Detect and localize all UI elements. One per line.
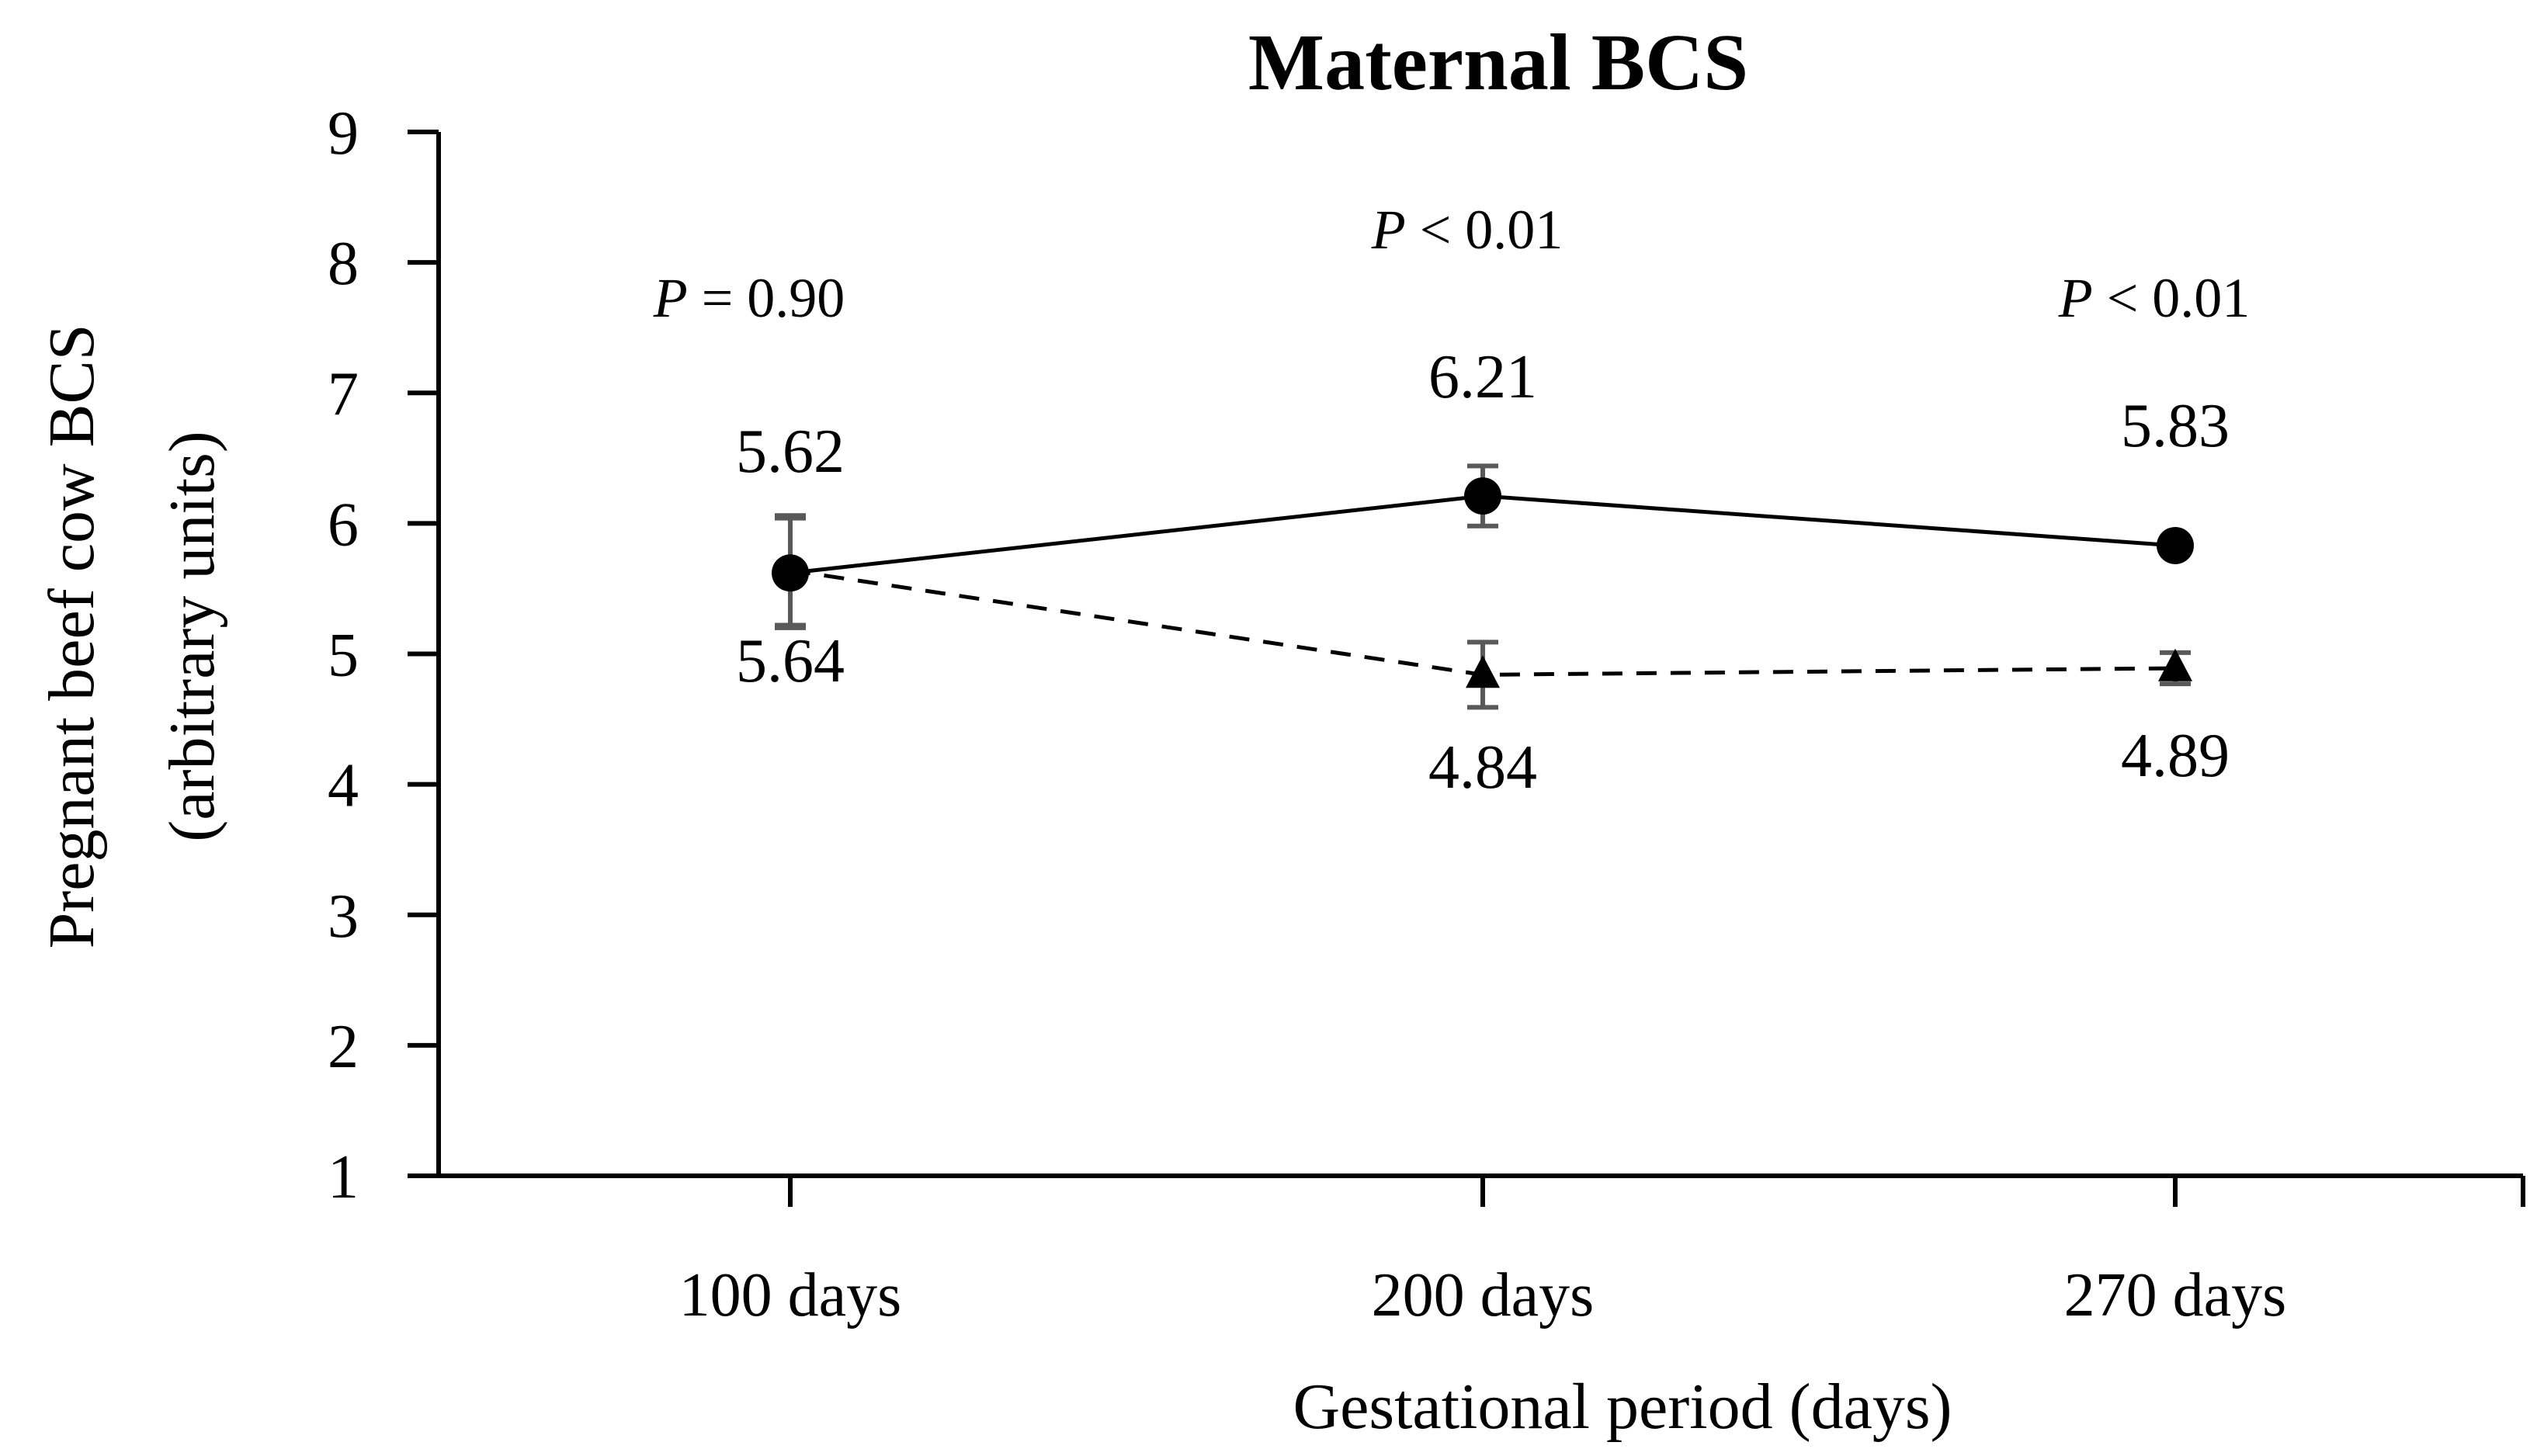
- chart-title: Maternal BCS: [1248, 18, 1748, 107]
- markers: [772, 477, 2194, 688]
- y-tick-label: 1: [328, 1143, 359, 1212]
- y-tick-label: 3: [328, 882, 359, 951]
- data-labels: 5.62 6.21 5.83 5.64 4.84 4.89: [736, 343, 2230, 802]
- y-axis-label: Pregnant beef cow BCS (arbitrary units): [36, 324, 228, 949]
- x-tick-label: 100 days: [679, 1261, 902, 1329]
- p-value-labels: P = 0.90P < 0.01P < 0.01: [653, 199, 2251, 329]
- p-value-text: < 0.01: [2093, 267, 2251, 329]
- data-label: 6.21: [1428, 343, 1537, 411]
- y-tick-label: 7: [328, 360, 359, 428]
- y-axis-label-line2: (arbitrary units): [156, 431, 228, 841]
- p-value-label: P < 0.01: [1371, 199, 1564, 261]
- data-label: 4.89: [2121, 722, 2230, 790]
- x-axis-label: Gestational period (days): [1293, 1371, 1952, 1443]
- data-point-circle: [1464, 477, 1501, 515]
- data-point-circle: [2157, 526, 2194, 564]
- y-tick-label: 6: [328, 491, 359, 559]
- y-tick-label: 2: [328, 1013, 359, 1081]
- data-label: 4.84: [1428, 733, 1537, 802]
- data-point-triangle: [2158, 648, 2192, 681]
- y-tick-label: 5: [328, 622, 359, 690]
- data-label: 5.64: [736, 627, 845, 695]
- y-tick-label: 4: [328, 752, 359, 820]
- y-tick-label: 9: [328, 99, 359, 168]
- p-symbol: P: [1371, 199, 1406, 261]
- data-point-circle: [772, 554, 809, 592]
- x-tick-label: 270 days: [2064, 1261, 2287, 1329]
- data-label: 5.62: [736, 418, 845, 486]
- y-tick-label: 8: [328, 230, 359, 298]
- x-tick-label: 200 days: [1372, 1261, 1595, 1329]
- p-value-label: P = 0.90: [653, 267, 845, 329]
- y-ticks: 1 2 3 4 5 6 7 8 9: [328, 99, 439, 1212]
- data-label: 5.83: [2121, 392, 2230, 460]
- y-axis-label-line1: Pregnant beef cow BCS: [36, 324, 108, 949]
- p-symbol: P: [2058, 267, 2093, 329]
- p-value-text: = 0.90: [688, 267, 845, 329]
- p-value-text: < 0.01: [1406, 199, 1564, 261]
- data-point-triangle: [1466, 655, 1500, 688]
- p-symbol: P: [653, 267, 688, 329]
- x-ticks: 100 days 200 days 270 days: [679, 1176, 2525, 1329]
- p-value-label: P < 0.01: [2058, 267, 2251, 329]
